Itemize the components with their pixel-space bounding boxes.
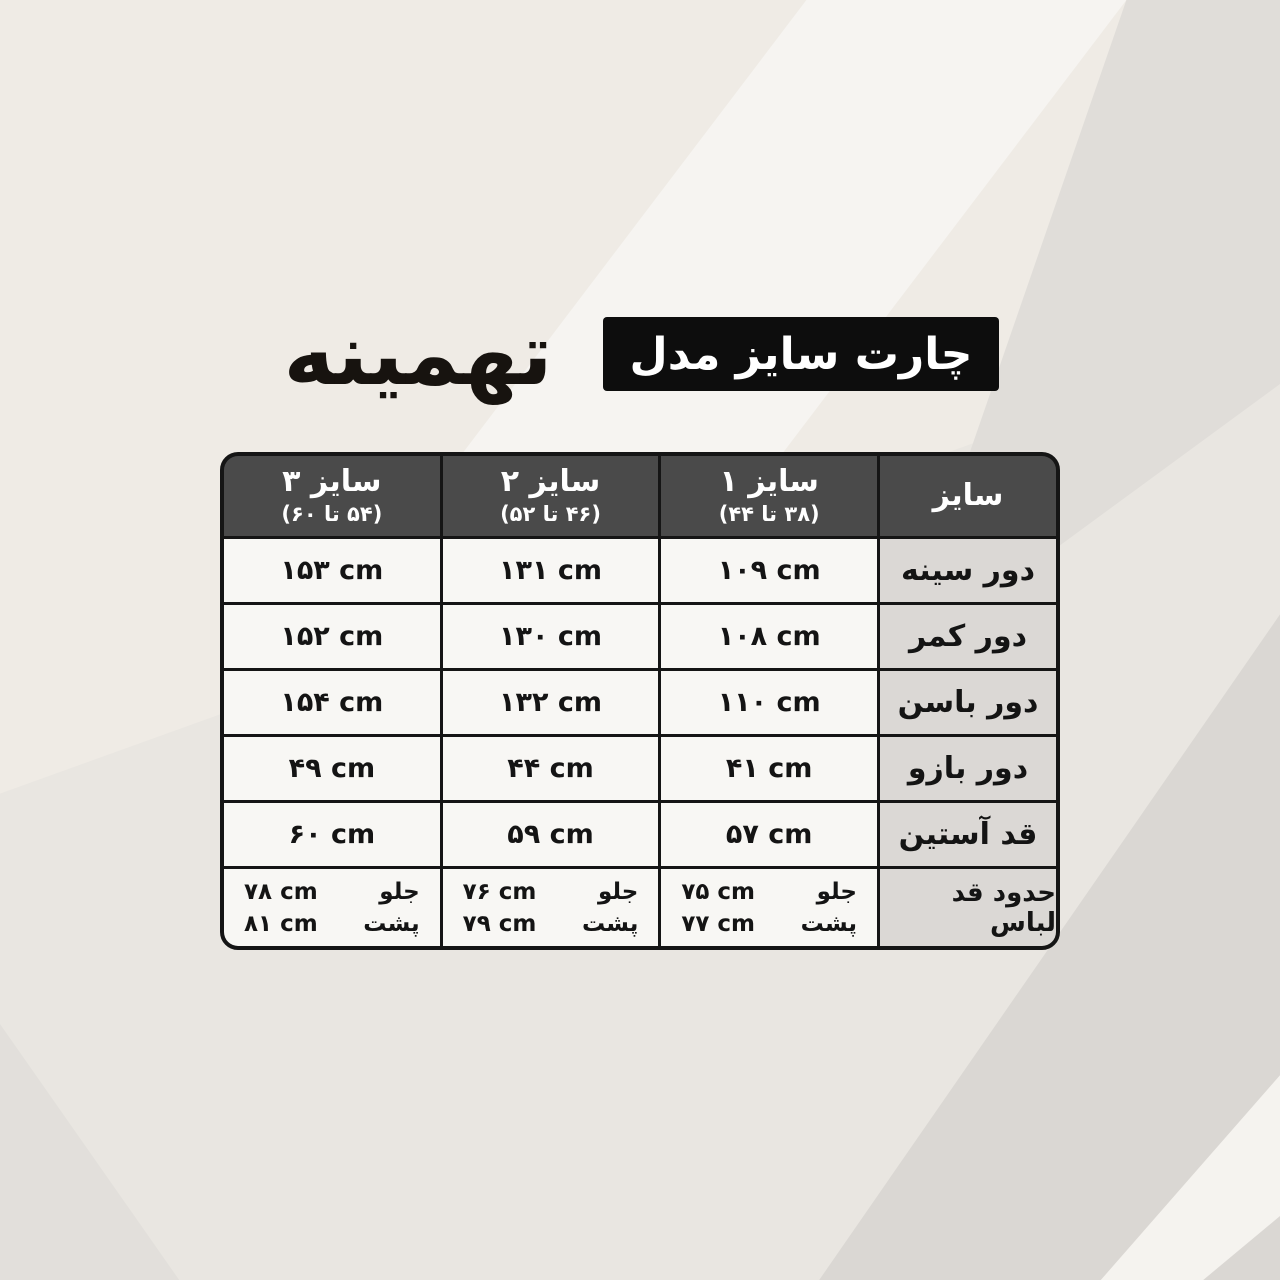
waist-size-3-value: ۱۵۲ cm [224,605,440,668]
sleeve-size-2-number: ۵۹ cm [507,819,594,850]
brand-name: تهمینه [283,304,553,405]
garment-length-size-2-back: پشت ۷۹ cm [463,911,639,937]
header-cell-size-2: سایز ۲ (۴۶ تا ۵۲) [442,456,659,536]
garment-length-size-1-front: جلو ۷۵ cm [681,879,857,905]
garment-length-size-3-cell: جلو ۷۸ cm پشت ۸۱ cm [224,869,440,946]
arm-size-2-value: ۴۴ cm [442,737,659,800]
chest-size-3-number: ۱۵۳ cm [280,555,384,586]
size-chart-table: سایز سایز ۱ (۳۸ تا ۴۴) سایز ۲ (۴۶ تا ۵۲)… [220,452,1060,950]
header-size-3-title: سایز ۳ [282,464,382,499]
header-size-1-range: (۳۸ تا ۴۴) [718,502,820,526]
sleeve-size-1-number: ۵۷ cm [725,819,813,850]
chest-size-2-value: ۱۳۱ cm [442,539,659,602]
header-cell-size-1: سایز ۱ (۳۸ تا ۴۴) [661,456,877,536]
front-label: جلو [597,878,639,905]
sleeve-size-2-value: ۵۹ cm [442,803,659,866]
front-label: جلو [816,878,857,905]
header-size-3-range: (۵۴ تا ۶۰) [281,502,383,526]
waist-size-1-value: ۱۰۸ cm [661,605,877,668]
sleeve-size-3-value: ۶۰ cm [224,803,440,866]
waist-size-2-value: ۱۳۰ cm [442,605,659,668]
sleeve-size-3-number: ۶۰ cm [288,819,376,850]
arm-size-2-number: ۴۴ cm [507,753,594,784]
arm-size-1-value: ۴۱ cm [661,737,877,800]
hip-size-3-number: ۱۵۴ cm [280,687,384,718]
garment-length-size-1-back: پشت ۷۷ cm [681,911,857,937]
header-size-2-title: سایز ۲ [500,464,601,499]
header-size-label: سایز [932,478,1004,513]
header-cell-size: سایز [880,456,1056,536]
waist-size-3-number: ۱۵۲ cm [280,621,384,652]
back-label: پشت [581,910,639,937]
garment-length-size-2-front: جلو ۷۶ cm [463,879,639,905]
waist-size-1-number: ۱۰۸ cm [717,621,821,652]
front-value: ۷۸ cm [244,878,318,905]
row-label-sleeve: قد آستین [880,803,1056,866]
title-banner: چارت سایز مدل [603,317,999,391]
arm-size-3-value: ۴۹ cm [224,737,440,800]
front-label: جلو [379,878,420,905]
hip-size-2-value: ۱۳۲ cm [442,671,659,734]
arm-size-1-number: ۴۱ cm [725,753,813,784]
title-banner-text: چارت سایز مدل [629,328,973,380]
row-label-waist: دور کمر [880,605,1056,668]
chest-size-1-number: ۱۰۹ cm [717,555,821,586]
hip-size-1-value: ۱۱۰ cm [661,671,877,734]
back-value: ۷۷ cm [681,910,756,937]
waist-size-2-number: ۱۳۰ cm [499,621,602,652]
header-cell-size-3: سایز ۳ (۵۴ تا ۶۰) [224,456,440,536]
back-label: پشت [363,910,420,937]
front-value: ۷۵ cm [681,878,756,905]
hip-size-3-value: ۱۵۴ cm [224,671,440,734]
garment-length-size-2-cell: جلو ۷۶ cm پشت ۷۹ cm [442,869,659,946]
row-label-hip: دور باسن [880,671,1056,734]
sleeve-size-1-value: ۵۷ cm [661,803,877,866]
garment-length-size-3-back: پشت ۸۱ cm [244,911,420,937]
front-value: ۷۶ cm [462,878,537,905]
back-value: ۸۱ cm [244,910,318,937]
garment-length-size-3-front: جلو ۷۸ cm [244,879,420,905]
row-label-chest: دور سینه [880,539,1056,602]
header-size-2-range: (۴۶ تا ۵۲) [500,502,601,526]
arm-size-3-number: ۴۹ cm [288,753,376,784]
back-value: ۷۹ cm [462,910,537,937]
garment-length-size-1-cell: جلو ۷۵ cm پشت ۷۷ cm [661,869,877,946]
hip-size-1-number: ۱۱۰ cm [717,687,821,718]
back-label: پشت [800,910,857,937]
header-size-1-title: سایز ۱ [719,464,819,499]
chest-size-3-value: ۱۵۳ cm [224,539,440,602]
hip-size-2-number: ۱۳۲ cm [499,687,602,718]
chest-size-1-value: ۱۰۹ cm [661,539,877,602]
row-label-arm: دور بازو [880,737,1056,800]
chest-size-2-number: ۱۳۱ cm [499,555,602,586]
row-label-garment-length: حدود قد لباس [880,869,1056,946]
